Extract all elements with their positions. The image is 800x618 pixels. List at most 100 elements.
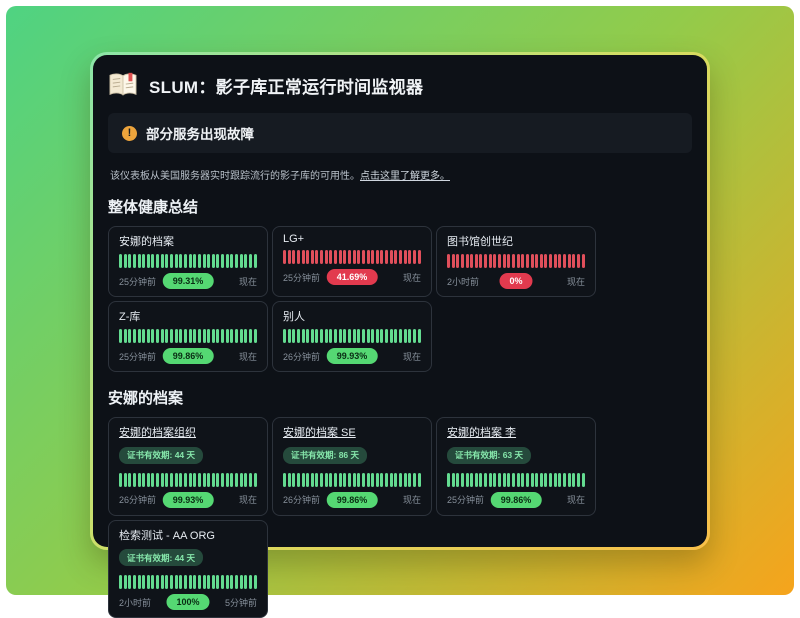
uptime-bar — [507, 254, 510, 268]
range-start-label: 26分钟前 — [283, 493, 320, 506]
monitor-name[interactable]: 安娜的档案 SE — [283, 424, 421, 440]
card-footer: 26分钟前 99.93% 现在 — [119, 492, 257, 508]
uptime-bar — [175, 329, 178, 343]
range-start-label: 25分钟前 — [283, 271, 320, 284]
uptime-bar — [563, 473, 566, 487]
uptime-bar — [119, 254, 122, 268]
uptime-bar — [288, 250, 291, 264]
monitor-card: LG+ 25分钟前 41.69% 现在 — [272, 226, 432, 297]
monitor-name[interactable]: 安娜的档案 李 — [447, 424, 585, 440]
range-end-label: 现在 — [239, 350, 257, 363]
uptime-bars — [283, 473, 421, 487]
uptime-bar — [193, 254, 196, 268]
uptime-bar — [283, 250, 286, 264]
monitor-section: 整体健康总结 安娜的档案 25分钟前 99.31% 现在 LG+ 25分钟前 4… — [108, 196, 692, 372]
uptime-bar — [170, 473, 173, 487]
uptime-bar — [203, 329, 206, 343]
uptime-bar — [297, 473, 300, 487]
uptime-bar — [399, 329, 402, 343]
uptime-percent-badge: 99.86% — [163, 348, 214, 364]
uptime-bar — [184, 329, 187, 343]
uptime-bar — [408, 250, 411, 264]
uptime-bar — [484, 254, 487, 268]
uptime-bar — [390, 329, 393, 343]
certificate-badge: 证书有效期: 44 天 — [119, 447, 203, 464]
uptime-bar — [292, 250, 295, 264]
card-grid: 安娜的档案组织 证书有效期: 44 天 26分钟前 99.93% 现在 安娜的档… — [108, 417, 692, 618]
uptime-bar — [320, 329, 323, 343]
uptime-bar — [216, 473, 219, 487]
uptime-bar — [390, 473, 393, 487]
uptime-bar — [563, 254, 566, 268]
uptime-bar — [353, 250, 356, 264]
uptime-bar — [311, 250, 314, 264]
certificate-badge: 证书有效期: 44 天 — [119, 549, 203, 566]
uptime-bar — [302, 250, 305, 264]
uptime-bar — [138, 329, 141, 343]
uptime-bar — [380, 329, 383, 343]
uptime-bar — [244, 473, 247, 487]
uptime-percent-badge: 99.31% — [163, 273, 214, 289]
uptime-bar — [119, 473, 122, 487]
uptime-bars — [119, 254, 257, 268]
uptime-bar — [413, 473, 416, 487]
uptime-bar — [254, 329, 257, 343]
monitor-card: 检索测试 - AA ORG 证书有效期: 44 天 2小时前 100% 5分钟前 — [108, 520, 268, 618]
uptime-bar — [142, 329, 145, 343]
uptime-bar — [133, 575, 136, 589]
uptime-bar — [531, 254, 534, 268]
uptime-bar — [357, 329, 360, 343]
uptime-bar — [367, 329, 370, 343]
uptime-bar — [489, 473, 492, 487]
uptime-bar — [353, 329, 356, 343]
uptime-bar — [119, 329, 122, 343]
uptime-bar — [156, 329, 159, 343]
uptime-bar — [226, 473, 229, 487]
monitor-card: 别人 26分钟前 99.93% 现在 — [272, 301, 432, 372]
uptime-bar — [230, 254, 233, 268]
monitor-card: 安娜的档案 25分钟前 99.31% 现在 — [108, 226, 268, 297]
uptime-bar — [203, 575, 206, 589]
uptime-bar — [521, 254, 524, 268]
range-end-label: 现在 — [567, 493, 585, 506]
range-start-label: 2小时前 — [447, 275, 479, 288]
uptime-bar — [161, 473, 164, 487]
uptime-bar — [288, 329, 291, 343]
uptime-bar — [447, 473, 450, 487]
uptime-bar — [189, 473, 192, 487]
section-title: 整体健康总结 — [108, 196, 692, 217]
uptime-bar — [189, 329, 192, 343]
uptime-bar — [302, 473, 305, 487]
uptime-bar — [315, 329, 318, 343]
uptime-bar — [311, 473, 314, 487]
uptime-bar — [311, 329, 314, 343]
range-start-label: 25分钟前 — [119, 275, 156, 288]
uptime-bar — [193, 473, 196, 487]
uptime-bar — [498, 473, 501, 487]
uptime-bar — [572, 473, 575, 487]
uptime-bar — [568, 473, 571, 487]
uptime-bar — [353, 473, 356, 487]
uptime-bar — [549, 473, 552, 487]
uptime-bar — [124, 329, 127, 343]
uptime-bar — [558, 473, 561, 487]
monitor-name[interactable]: 安娜的档案组织 — [119, 424, 257, 440]
card-grid: 安娜的档案 25分钟前 99.31% 现在 LG+ 25分钟前 41.69% 现… — [108, 226, 692, 372]
uptime-bar — [339, 473, 342, 487]
learn-more-link[interactable]: 点击这里了解更多。 — [360, 171, 450, 182]
uptime-bar — [540, 254, 543, 268]
uptime-bar — [254, 254, 257, 268]
uptime-bar — [235, 254, 238, 268]
uptime-bar — [124, 254, 127, 268]
monitor-name: 图书馆创世纪 — [447, 233, 585, 249]
uptime-bar — [517, 473, 520, 487]
uptime-bar — [376, 250, 379, 264]
uptime-bar — [212, 254, 215, 268]
uptime-bar — [138, 254, 141, 268]
uptime-bar — [249, 329, 252, 343]
uptime-bar — [198, 575, 201, 589]
uptime-bar — [394, 329, 397, 343]
uptime-bar — [503, 473, 506, 487]
uptime-bar — [226, 254, 229, 268]
uptime-bar — [549, 254, 552, 268]
